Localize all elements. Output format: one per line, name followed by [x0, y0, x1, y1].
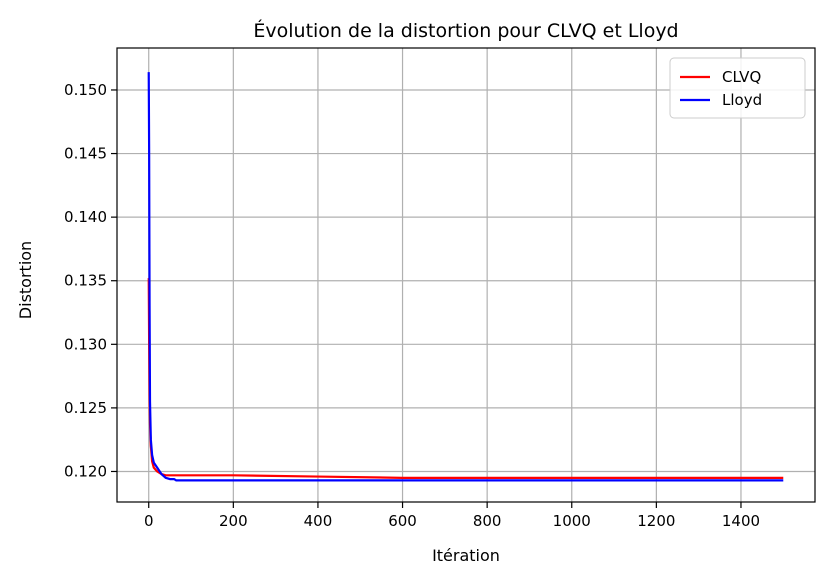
- y-axis: 0.120 0.125 0.130 0.135 0.140 0.145 0.150: [64, 81, 117, 480]
- x-tick-label: 0: [144, 512, 154, 530]
- y-tick-label: 0.145: [64, 145, 107, 163]
- x-tick-label: 1000: [553, 512, 591, 530]
- x-tick-label: 1400: [722, 512, 760, 530]
- series-layer: [147, 72, 784, 482]
- x-tick-label: 400: [304, 512, 333, 530]
- y-tick-label: 0.120: [64, 462, 107, 480]
- plot-frame: [116, 47, 816, 503]
- legend: CLVQ Lloyd: [669, 57, 806, 119]
- grid-lines: [117, 48, 815, 502]
- y-tick-label: 0.140: [64, 208, 107, 226]
- x-tick-label: 800: [473, 512, 502, 530]
- x-axis-title: Itération: [432, 546, 500, 565]
- legend-box: [669, 57, 806, 119]
- x-axis: 0 200 400 600 800 1000 1200 1400: [144, 502, 760, 530]
- x-tick-label: 200: [219, 512, 248, 530]
- y-tick-label: 0.150: [64, 81, 107, 99]
- series-line-lloyd: [147, 72, 784, 482]
- y-tick-label: 0.130: [64, 335, 107, 353]
- y-axis-title: Distortion: [16, 241, 35, 319]
- x-tick-label: 1200: [637, 512, 675, 530]
- legend-label-clvq: CLVQ: [722, 68, 761, 86]
- y-tick-label: 0.135: [64, 272, 107, 290]
- chart-title: Évolution de la distortion pour CLVQ et …: [253, 19, 678, 42]
- legend-label-lloyd: Lloyd: [722, 91, 762, 109]
- x-tick-label: 600: [388, 512, 417, 530]
- y-tick-label: 0.125: [64, 399, 107, 417]
